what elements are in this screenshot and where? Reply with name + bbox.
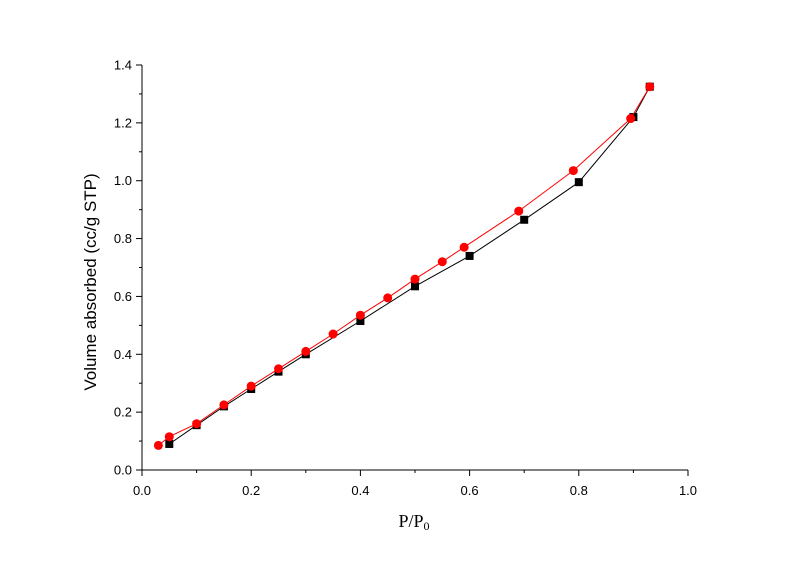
data-point-circle [568,166,578,176]
data-point-circle [164,432,174,442]
data-point-circle [301,346,311,356]
data-point-circle [459,242,469,252]
data-point-circle [626,114,636,124]
y-tick-label: 0.6 [114,289,132,304]
data-point-square [356,317,365,326]
data-point-circle [153,440,163,450]
y-tick-label: 1.2 [114,115,132,130]
data-point-circle [328,329,338,339]
x-tick-label: 0.8 [570,483,588,498]
data-point-circle [192,419,202,429]
data-point-circle [274,364,283,374]
y-tick-label: 0.8 [114,231,132,246]
y-tick-label: 1.4 [114,58,132,73]
y-tick-label: 0.0 [114,463,132,478]
x-tick-label: 0.2 [242,483,260,498]
data-point-circle [437,257,447,267]
data-point-square [411,282,419,291]
data-point-square [520,215,529,224]
data-point-circle [219,400,229,410]
data-point-circle [514,206,524,216]
x-tick-label: 1.0 [679,483,697,498]
data-point-circle [355,310,365,320]
x-tick-label: 0.4 [351,483,369,498]
data-point-square [465,251,474,260]
y-axis-label: Volume absorbed (cc/g STP) [81,173,100,390]
y-tick-label: 1.0 [114,173,132,188]
data-point-circle [645,82,655,92]
series-2 [153,82,655,450]
axes: 0.0 0.2 0.4 0.6 0.8 1.0 0.0 0.2 0.4 0.6 0.8 1.0 1.2 1… [114,58,697,499]
series-line [158,86,651,446]
y-tick-label: 0.2 [114,405,132,420]
series-1 [165,82,654,448]
data-point-circle [383,293,393,303]
data-point-circle [246,381,256,391]
data-point-square [165,439,174,448]
x-tick-label: 0.0 [133,483,151,498]
x-axis-label: P/P0 [398,511,429,533]
series-line [169,86,651,445]
series-layer [153,82,655,450]
data-point-square [574,178,583,187]
y-tick-label: 0.4 [114,347,132,362]
data-point-circle [410,274,420,284]
x-tick-label: 0.6 [461,483,479,498]
